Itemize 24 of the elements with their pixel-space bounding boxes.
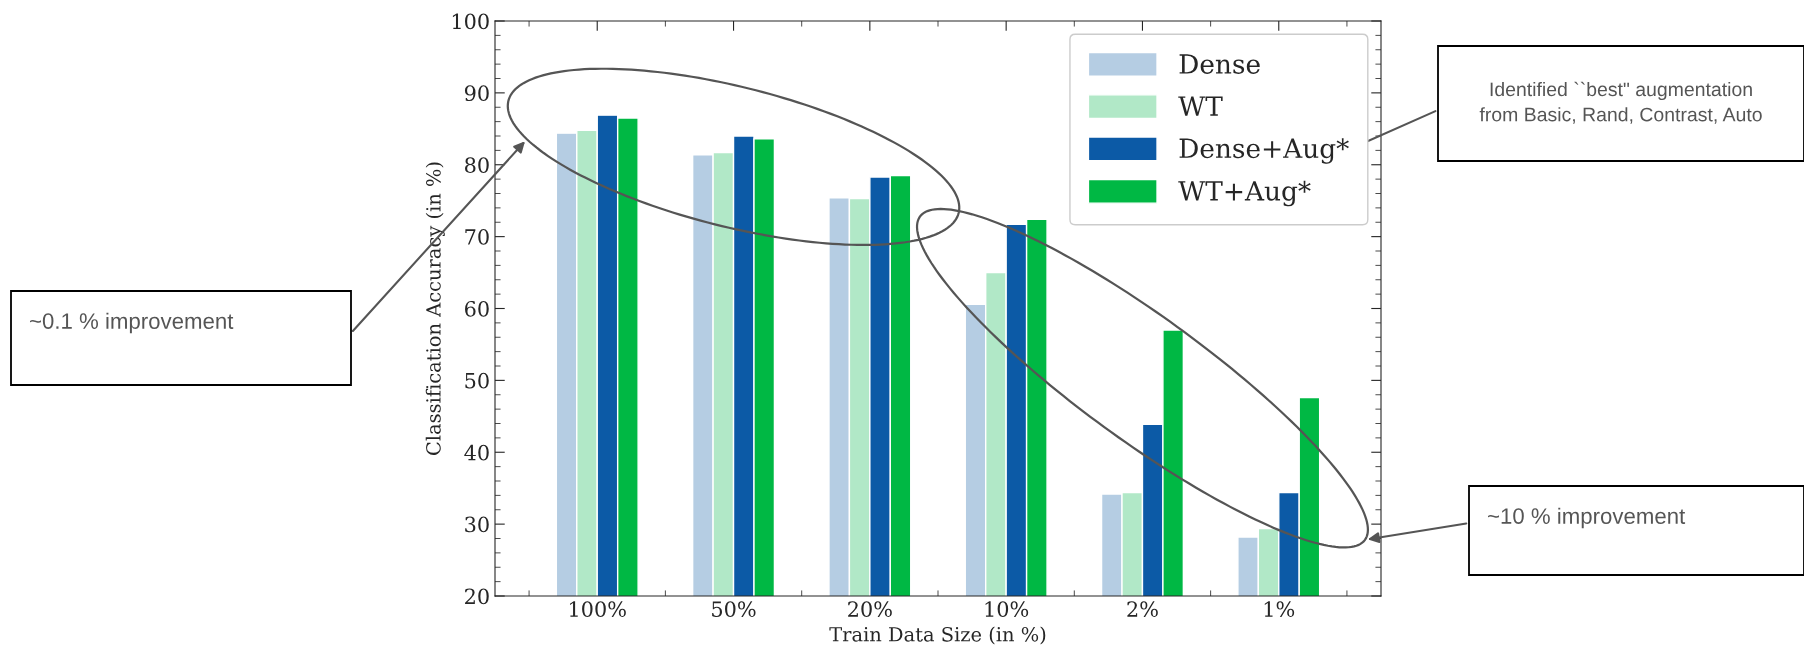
legend-label: WT+Aug* [1178,180,1311,207]
legend-label: WT [1178,96,1223,116]
y-tick-label: 90 [464,85,489,102]
y-tick-label: 50 [465,372,489,389]
y-tick-label: 30 [465,516,489,533]
x-axis-title: Train Data Size (in %) [829,626,1046,645]
text: ~10 % improvement [1488,507,1686,529]
x-tick-label: 10% [985,601,1029,617]
x-tick-label: 50% [712,601,756,617]
text: ~0.1 % improvement [30,312,234,334]
y-tick-label: 80 [465,157,489,173]
y-tick-label: 100 [452,13,489,30]
y-tick-label: 60 [465,300,489,317]
x-tick-label: 20% [848,601,892,617]
y-axis-title: Classification Accuracy (in %) [425,162,445,455]
x-tick-label: 100% [569,601,626,617]
y-tick-label: 20 [465,588,489,605]
text: Identified ``best" augmentation from Basic, Rand, Contrast, Auto [1479,81,1762,124]
y-tick-label: 40 [464,444,489,461]
y-tick-label: 70 [465,229,489,245]
x-tick-label: 1% [1264,601,1295,617]
legend-label: Dense+Aug* [1179,138,1349,164]
legend-label: Dense [1179,54,1260,74]
x-tick-label: 2% [1127,601,1158,617]
